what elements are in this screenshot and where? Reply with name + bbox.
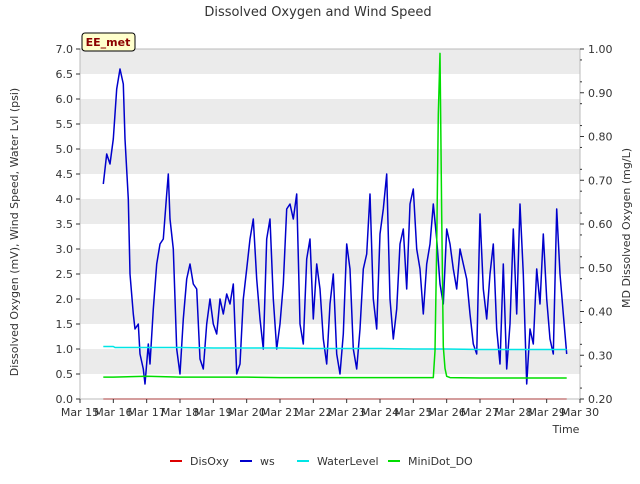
y-right-tick-label: 0.70 — [588, 174, 613, 187]
legend-label: MiniDot_DO — [408, 455, 473, 468]
y-right-tick-label: 0.40 — [588, 306, 613, 319]
x-tick-label: Mar 25 — [394, 406, 432, 419]
y-right-tick-label: 0.60 — [588, 218, 613, 231]
y-left-tick-label: 3.5 — [56, 218, 74, 231]
y-left-tick-label: 1.0 — [56, 343, 74, 356]
y-left-tick-label: 3.0 — [56, 243, 74, 256]
y-left-tick-label: 5.5 — [56, 118, 74, 131]
site-badge-box — [81, 32, 136, 52]
y-left-tick-label: 0.5 — [56, 368, 74, 381]
x-tick-label: Mar 23 — [328, 406, 366, 419]
y-left-tick-label: 5.0 — [56, 143, 74, 156]
y-right-tick-label: 0.90 — [588, 87, 613, 100]
legend-label: WaterLevel — [317, 455, 379, 468]
y-left-tick-label: 0.0 — [56, 393, 74, 406]
y-left-axis: 0.0 0.5 1.0 1.5 2.0 2.5 3.0 3.5 4.0 4.5 5.0 5.5 6.0 6… — [56, 43, 80, 406]
y-left-tick-label: 4.5 — [56, 168, 74, 181]
y-left-tick-label: 6.0 — [56, 93, 74, 106]
site-badge: EE_met — [81, 32, 136, 52]
grid-band — [80, 49, 580, 74]
x-tick-label: Mar 22 — [294, 406, 332, 419]
x-axis-label: Time — [552, 423, 580, 436]
x-tick-label: Mar 28 — [494, 406, 532, 419]
y-left-axis-label: Dissolved Oxygen (mV), Wind Speed, Water… — [8, 88, 21, 376]
chart-title: Dissolved Oxygen and Wind Speed — [204, 5, 431, 20]
x-tick-label: Mar 26 — [428, 406, 466, 419]
series-line-waterlevel — [103, 345, 567, 351]
series-line-ws — [102, 68, 568, 385]
x-tick-label: Mar 27 — [461, 406, 499, 419]
legend-label: DisOxy — [190, 455, 229, 468]
grid-band — [80, 149, 580, 174]
site-badge-label: EE_met — [86, 36, 131, 49]
x-tick-label: Mar 17 — [128, 406, 166, 419]
grid-band — [80, 99, 580, 124]
y-left-tick-label: 2.0 — [56, 293, 74, 306]
y-left-tick-label: 4.0 — [56, 193, 74, 206]
legend-label: ws — [260, 455, 275, 468]
y-left-tick-label: 6.5 — [56, 68, 74, 81]
x-tick-label: Mar 30 — [561, 406, 599, 419]
x-tick-label: Mar 18 — [161, 406, 199, 419]
grid-band — [80, 349, 580, 374]
series-line-minidot_do — [103, 52, 567, 379]
y-right-tick-label: 0.80 — [588, 131, 613, 144]
grid-band — [80, 199, 580, 224]
x-tick-label: Mar 16 — [94, 406, 132, 419]
x-tick-label: Mar 21 — [261, 406, 299, 419]
y-right-tick-label: 0.20 — [588, 393, 613, 406]
x-tick-label: Mar 29 — [528, 406, 566, 419]
grid-bands — [80, 49, 580, 399]
y-right-tick-label: 0.50 — [588, 262, 613, 275]
y-left-tick-label: 1.5 — [56, 318, 74, 331]
x-tick-label: Mar 20 — [228, 406, 266, 419]
y-left-tick-label: 7.0 — [56, 43, 74, 56]
y-right-tick-label: 1.00 — [588, 43, 613, 56]
legend: DisOxy ws WaterLevel MiniDot_DO — [170, 455, 473, 468]
y-left-tick-label: 2.5 — [56, 268, 74, 281]
y-right-axis-label: MD Dissolved Oxygen (mg/L) — [620, 148, 633, 308]
x-tick-label: Mar 24 — [361, 406, 399, 419]
grid-band — [80, 249, 580, 274]
y-right-axis: 0.20 0.30 0.40 0.50 0.60 0.70 0.80 0.90 1.00 — [580, 43, 613, 406]
y-right-tick-label: 0.30 — [588, 349, 613, 362]
x-tick-label: Mar 15 — [61, 406, 99, 419]
x-tick-label: Mar 19 — [194, 406, 232, 419]
